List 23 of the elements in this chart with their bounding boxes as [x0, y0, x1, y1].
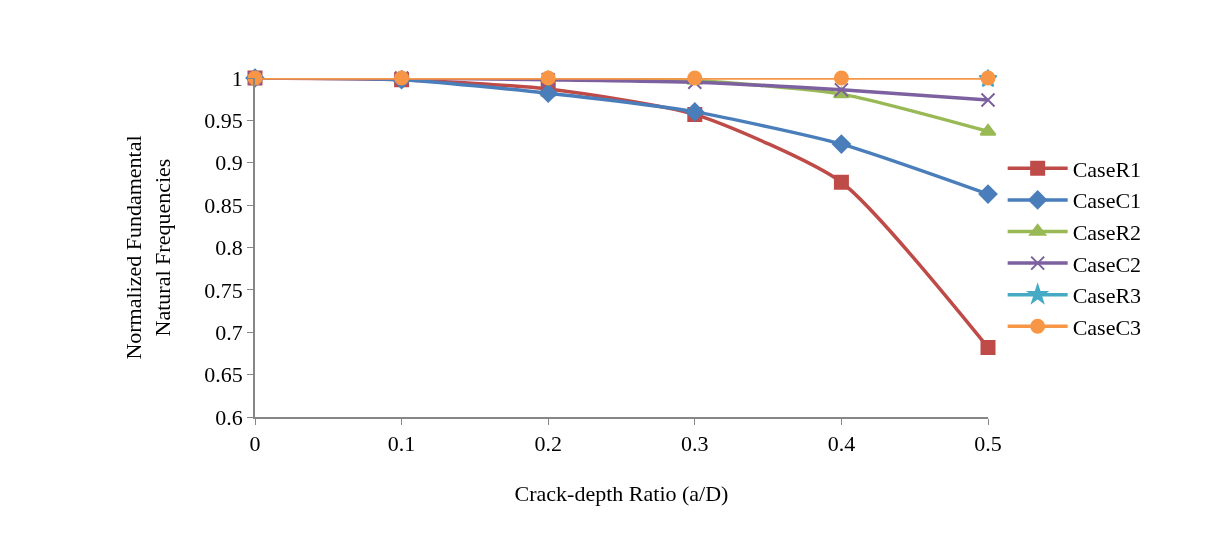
legend-label: CaseR3 [1072, 283, 1142, 309]
y-tick-label: 1 [231, 65, 243, 91]
legend-label: CaseR2 [1072, 220, 1142, 246]
legend-label: CaseC2 [1072, 251, 1142, 277]
y-tick-label: 0.9 [215, 150, 243, 176]
x-tick-label: 0.3 [681, 431, 709, 457]
x-tick-label: 0.4 [827, 431, 856, 457]
y-tick-label: 0.95 [204, 108, 243, 134]
y-tick-label: 0.7 [215, 319, 243, 345]
y-tick-label: 0.75 [204, 277, 243, 303]
x-tick-label: 0 [249, 431, 261, 457]
y-tick-label: 0.85 [204, 192, 243, 218]
x-tick-label: 0.2 [534, 431, 562, 457]
legend-label: CaseC1 [1072, 188, 1142, 214]
x-tick-label: 0.5 [974, 431, 1002, 457]
y-tick-label: 0.65 [204, 362, 243, 388]
legend-label: CaseR1 [1072, 156, 1142, 182]
y-axis-title: Normalized Fundamental Natural Frequencies [121, 135, 175, 360]
x-tick-label: 0.1 [387, 431, 416, 457]
y-tick-label: 0.8 [215, 235, 243, 261]
y-tick-label: 0.6 [215, 404, 243, 430]
legend-label: CaseC3 [1072, 314, 1142, 340]
x-axis-title: Crack-depth Ratio (a/D) [514, 480, 729, 506]
